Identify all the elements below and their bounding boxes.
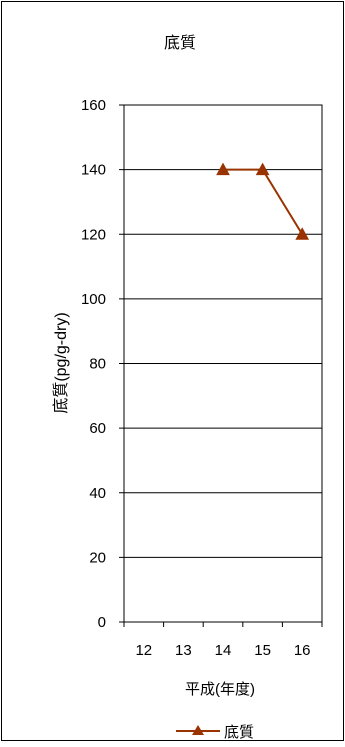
x-tick-label: 13 (175, 642, 192, 659)
y-tick-label: 0 (98, 614, 106, 631)
data-point-triangle (255, 162, 270, 176)
y-tick-label: 80 (89, 356, 106, 373)
y-axis-ticks: 0 20 40 60 80 100 120 140 160 (81, 97, 124, 631)
y-tick-label: 140 (81, 162, 106, 179)
y-tick-label: 100 (81, 291, 106, 308)
legend-label: 底質 (224, 723, 254, 741)
data-point-triangle (295, 227, 310, 240)
y-tick-label: 60 (89, 420, 106, 437)
x-axis-ticks: 12 13 14 15 16 (123, 622, 323, 659)
chart-title: 底質 (164, 34, 196, 52)
y-tick-label: 20 (89, 549, 106, 566)
legend-triangle-marker (192, 725, 204, 735)
gridlines (124, 169, 322, 558)
legend: 底質 (176, 723, 254, 741)
y-tick-label: 40 (89, 485, 106, 502)
y-tick-label: 120 (81, 226, 106, 243)
y-tick-label: 160 (81, 97, 106, 114)
x-tick-label: 16 (294, 642, 311, 659)
x-tick-label: 12 (135, 642, 152, 659)
data-point-triangle (216, 162, 230, 176)
x-tick-label: 14 (215, 642, 232, 659)
series-layer (216, 162, 310, 240)
x-axis-label: 平成(年度) (185, 681, 255, 698)
x-tick-label: 15 (254, 642, 271, 659)
y-axis-label: 底質(pg/g-dry) (52, 312, 70, 413)
